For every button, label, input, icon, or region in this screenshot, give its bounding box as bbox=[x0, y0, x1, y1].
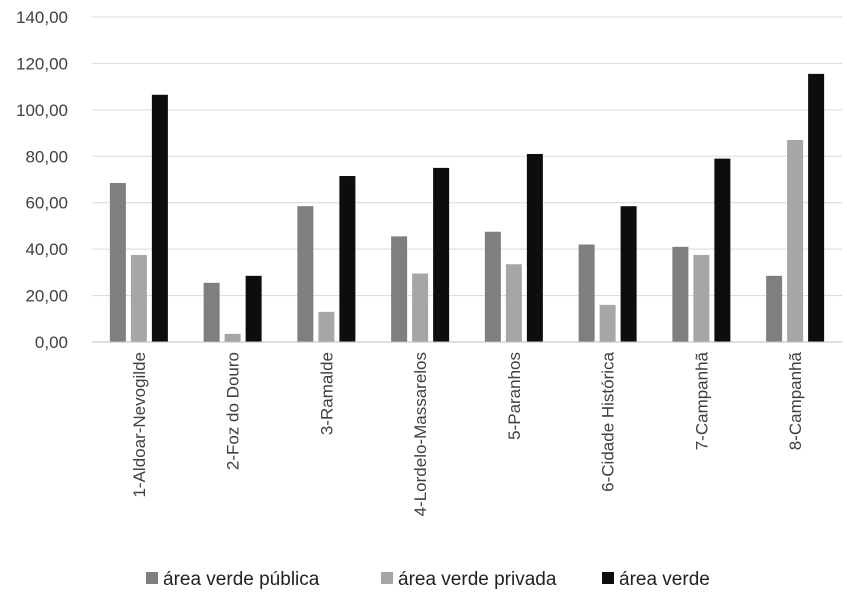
bar-3-5 bbox=[526, 153, 543, 342]
bar-1-3 bbox=[297, 206, 314, 342]
legend-label: área verde pública bbox=[163, 569, 320, 590]
bar-3-8 bbox=[808, 73, 825, 342]
x-category-label: 3-Ramalde bbox=[317, 352, 336, 435]
legend: área verde pública área verde privada área… bbox=[146, 569, 710, 590]
bar-1-4 bbox=[391, 236, 408, 342]
bars bbox=[109, 73, 825, 343]
bar-1-7 bbox=[672, 246, 689, 342]
bar-3-4 bbox=[433, 167, 450, 342]
bar-3-1 bbox=[151, 94, 168, 343]
bar-2-4 bbox=[412, 273, 429, 342]
bar-2-8 bbox=[787, 140, 804, 342]
x-category-label: 2-Foz do Douro bbox=[224, 352, 243, 470]
x-category-label: 6-Cidade Histórica bbox=[599, 351, 618, 491]
bar-1-8 bbox=[766, 275, 783, 342]
bar-2-6 bbox=[599, 304, 616, 342]
y-tick-label: 40,00 bbox=[25, 240, 68, 259]
y-tick-label: 20,00 bbox=[25, 287, 68, 306]
x-category-label: 7-Campanhã bbox=[692, 351, 711, 450]
x-axis-category-labels: 1-Aldoar-Nevogilde 2-Foz do Douro 3-Ramald… bbox=[130, 351, 805, 516]
y-axis-tick-labels: 0,00 20,00 40,00 60,00 80,00 100,00 120,00 140,… bbox=[16, 8, 68, 352]
bar-2-7 bbox=[693, 254, 710, 342]
y-tick-label: 60,00 bbox=[25, 194, 68, 213]
y-tick-label: 140,00 bbox=[16, 8, 68, 27]
bar-1-1 bbox=[109, 182, 126, 342]
legend-swatch bbox=[602, 572, 614, 584]
bar-2-2 bbox=[224, 333, 241, 342]
bar-2-1 bbox=[130, 254, 147, 342]
bar-3-2 bbox=[245, 275, 262, 342]
legend-swatch bbox=[381, 572, 393, 584]
x-category-label: 5-Paranhos bbox=[505, 352, 524, 440]
legend-label: área verde bbox=[619, 569, 710, 590]
bar-3-7 bbox=[714, 158, 731, 342]
y-tick-label: 120,00 bbox=[16, 54, 68, 73]
legend-label: área verde privada bbox=[398, 569, 557, 590]
bar-2-5 bbox=[505, 264, 522, 342]
x-category-label: 1-Aldoar-Nevogilde bbox=[130, 352, 149, 498]
x-category-label: 8-Campanhã bbox=[786, 351, 805, 450]
bar-2-3 bbox=[318, 311, 335, 342]
y-tick-label: 80,00 bbox=[25, 147, 68, 166]
bar-1-2 bbox=[203, 282, 220, 342]
y-tick-label: 100,00 bbox=[16, 101, 68, 120]
legend-swatch bbox=[146, 572, 158, 584]
x-category-label: 4-Lordelo-Massarelos bbox=[411, 352, 430, 516]
gridlines bbox=[92, 16, 842, 297]
bar-3-6 bbox=[620, 206, 637, 342]
y-tick-label: 0,00 bbox=[35, 333, 68, 352]
bar-3-3 bbox=[339, 176, 356, 342]
bar-1-5 bbox=[484, 231, 501, 342]
bar-1-6 bbox=[578, 244, 595, 342]
